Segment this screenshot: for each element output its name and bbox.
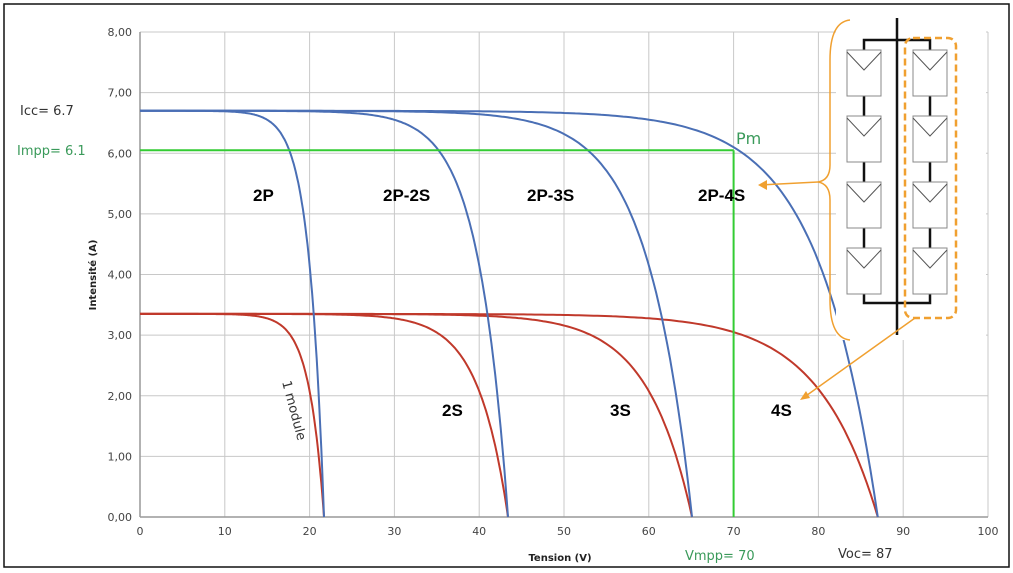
y-tick-label: 2,00 xyxy=(108,390,133,403)
y-tick-label: 6,00 xyxy=(108,147,133,160)
label-2p: 2P xyxy=(253,186,274,205)
module-triangle-icon xyxy=(912,117,948,137)
y-tick-label: 3,00 xyxy=(108,329,133,342)
x-tick-label: 30 xyxy=(387,525,401,538)
arrow-to-4s xyxy=(802,317,916,399)
x-tick-label: 100 xyxy=(978,525,999,538)
y-axis-label: Intensité (A) xyxy=(87,240,99,311)
y-tick-label: 8,00 xyxy=(108,26,133,39)
icc-annotation: Icc= 6.7 xyxy=(20,104,74,119)
top-bus xyxy=(862,38,932,52)
x-tick-label: 50 xyxy=(557,525,571,538)
label-3s: 3S xyxy=(610,401,631,420)
bottom-bus xyxy=(862,290,932,305)
x-tick-label: 80 xyxy=(811,525,825,538)
string-highlight xyxy=(903,36,958,320)
voc-annotation: Voc= 87 xyxy=(838,547,893,562)
frame-border xyxy=(3,3,1010,568)
y-tick-label: 0,00 xyxy=(108,511,133,524)
x-tick-label: 10 xyxy=(218,525,232,538)
module-triangle-icon xyxy=(912,51,948,71)
label-1-module: 1 module xyxy=(278,379,308,442)
y-tick-label: 5,00 xyxy=(108,208,133,221)
vmpp-annotation: Vmpp= 70 xyxy=(685,549,755,564)
impp-annotation: Impp= 6.1 xyxy=(17,144,86,159)
module-triangle-icon xyxy=(912,249,948,269)
module-triangle-icon xyxy=(846,51,882,71)
label-2p-2s: 2P-2S xyxy=(383,186,430,205)
module-triangle-icon xyxy=(912,183,948,203)
arrow-head-icon xyxy=(800,391,810,400)
x-tick-label: 0 xyxy=(137,525,144,538)
label-2s: 2S xyxy=(442,401,463,420)
arrow-head-icon xyxy=(758,180,767,190)
curve-2p-4s xyxy=(140,109,879,518)
array-diagram xyxy=(758,18,986,400)
label-2p-4s: 2P-4S xyxy=(698,186,745,205)
x-tick-label: 40 xyxy=(472,525,486,538)
x-tick-label: 70 xyxy=(727,525,741,538)
module-triangle-icon xyxy=(846,249,882,269)
y-tick-label: 4,00 xyxy=(108,269,133,282)
arrow-to-2p4s xyxy=(759,181,819,186)
x-tick-label: 60 xyxy=(642,525,656,538)
x-axis-label: Tension (V) xyxy=(528,553,591,564)
module-triangle-icon xyxy=(846,117,882,137)
label-2p-3s: 2P-3S xyxy=(527,186,574,205)
x-tick-label: 20 xyxy=(303,525,317,538)
y-tick-label: 1,00 xyxy=(108,450,133,463)
x-tick-label: 90 xyxy=(896,525,910,538)
label-4s: 4S xyxy=(771,401,792,420)
curve-4s xyxy=(140,312,879,518)
pm-annotation: Pm xyxy=(736,129,761,148)
y-tick-label: 7,00 xyxy=(108,87,133,100)
module-triangle-icon xyxy=(846,183,882,203)
